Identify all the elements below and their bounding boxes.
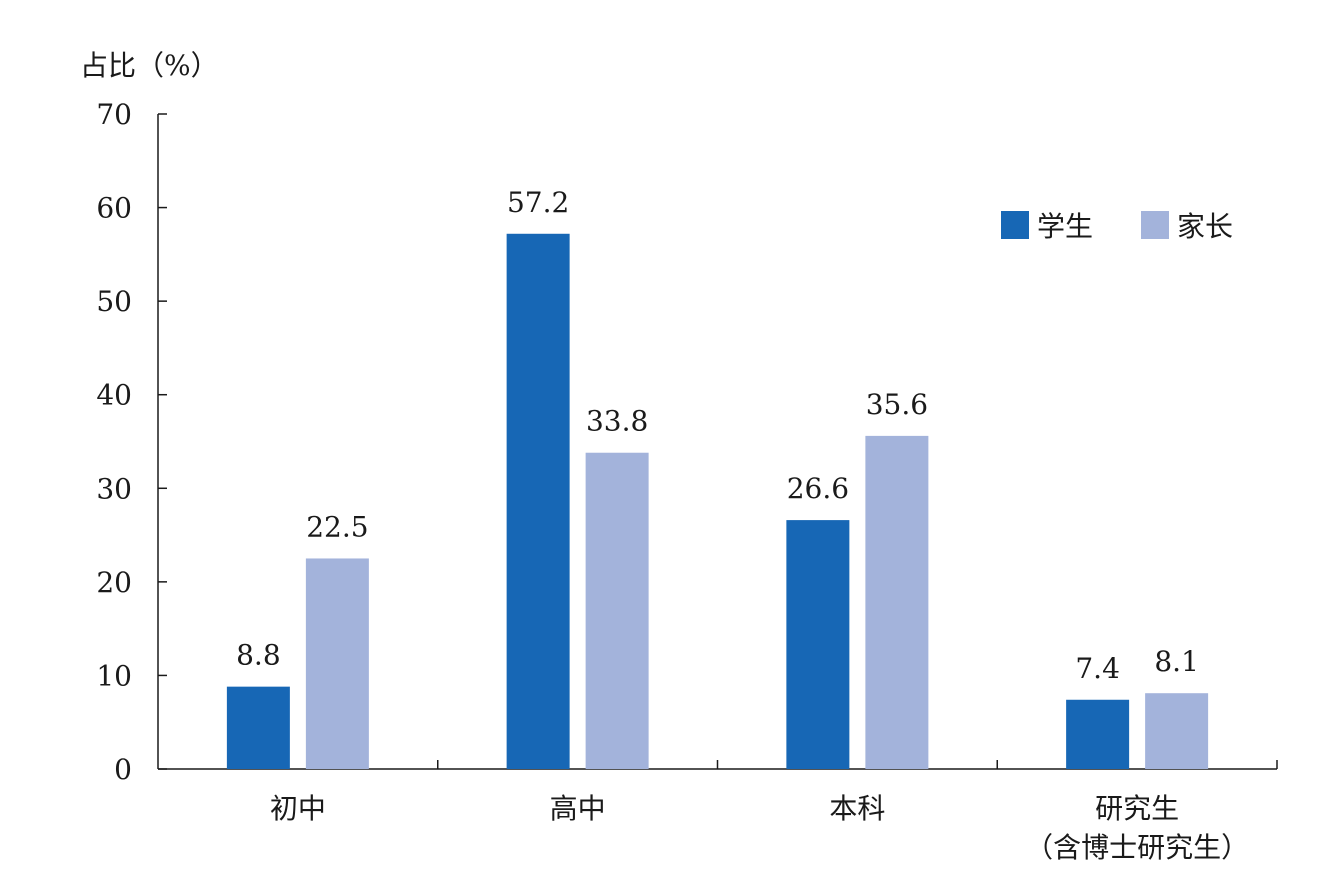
y-tick-label: 40 [96,379,132,412]
bar-student [786,520,850,769]
bar-student [1066,699,1130,769]
y-tick-label: 60 [96,192,132,225]
x-category-label: 本科 [829,792,885,825]
data-label: 33.8 [586,405,648,438]
y-tick-label: 10 [96,659,132,692]
data-label: 7.4 [1075,652,1120,685]
legend-label: 家长 [1177,210,1233,243]
x-category-label: 研究生 [1095,792,1179,825]
legend-swatch [1141,211,1169,239]
data-label: 26.6 [787,472,849,505]
y-tick-label: 70 [96,98,132,131]
bar-parent [1145,693,1209,769]
bars [226,233,1209,769]
x-category-label: 初中 [270,792,326,825]
data-label: 8.8 [236,639,281,672]
bar-student [226,686,290,769]
x-axis-ticks [437,760,1278,769]
data-label: 8.1 [1154,645,1199,678]
data-label: 57.2 [507,186,569,219]
legend-label: 学生 [1037,210,1093,243]
legend: 学生 家长 [1001,210,1233,243]
bar-parent [865,435,929,769]
legend-swatch [1001,211,1029,239]
y-tick-label: 20 [96,566,132,599]
y-tick-label: 30 [96,472,132,505]
x-category-label: 高中 [550,792,606,825]
y-tick-label: 50 [96,285,132,318]
bar-parent [585,452,649,769]
bar-student [506,233,570,769]
y-axis-ticks: 0 10 20 30 40 50 60 70 [96,98,167,786]
bar-parent [305,558,369,769]
x-category-label: （含博士研究生） [1025,831,1249,864]
data-label: 35.6 [866,388,928,421]
data-label: 22.5 [306,510,368,543]
category-labels: 初中 高中 本科 研究生 （含博士研究生） [270,792,1249,864]
y-tick-label: 0 [114,753,132,786]
y-axis-title: 占比（%） [80,49,219,82]
value-labels: 8.8 22.5 57.2 33.8 26.6 35.6 7.4 8.1 [236,186,1199,685]
